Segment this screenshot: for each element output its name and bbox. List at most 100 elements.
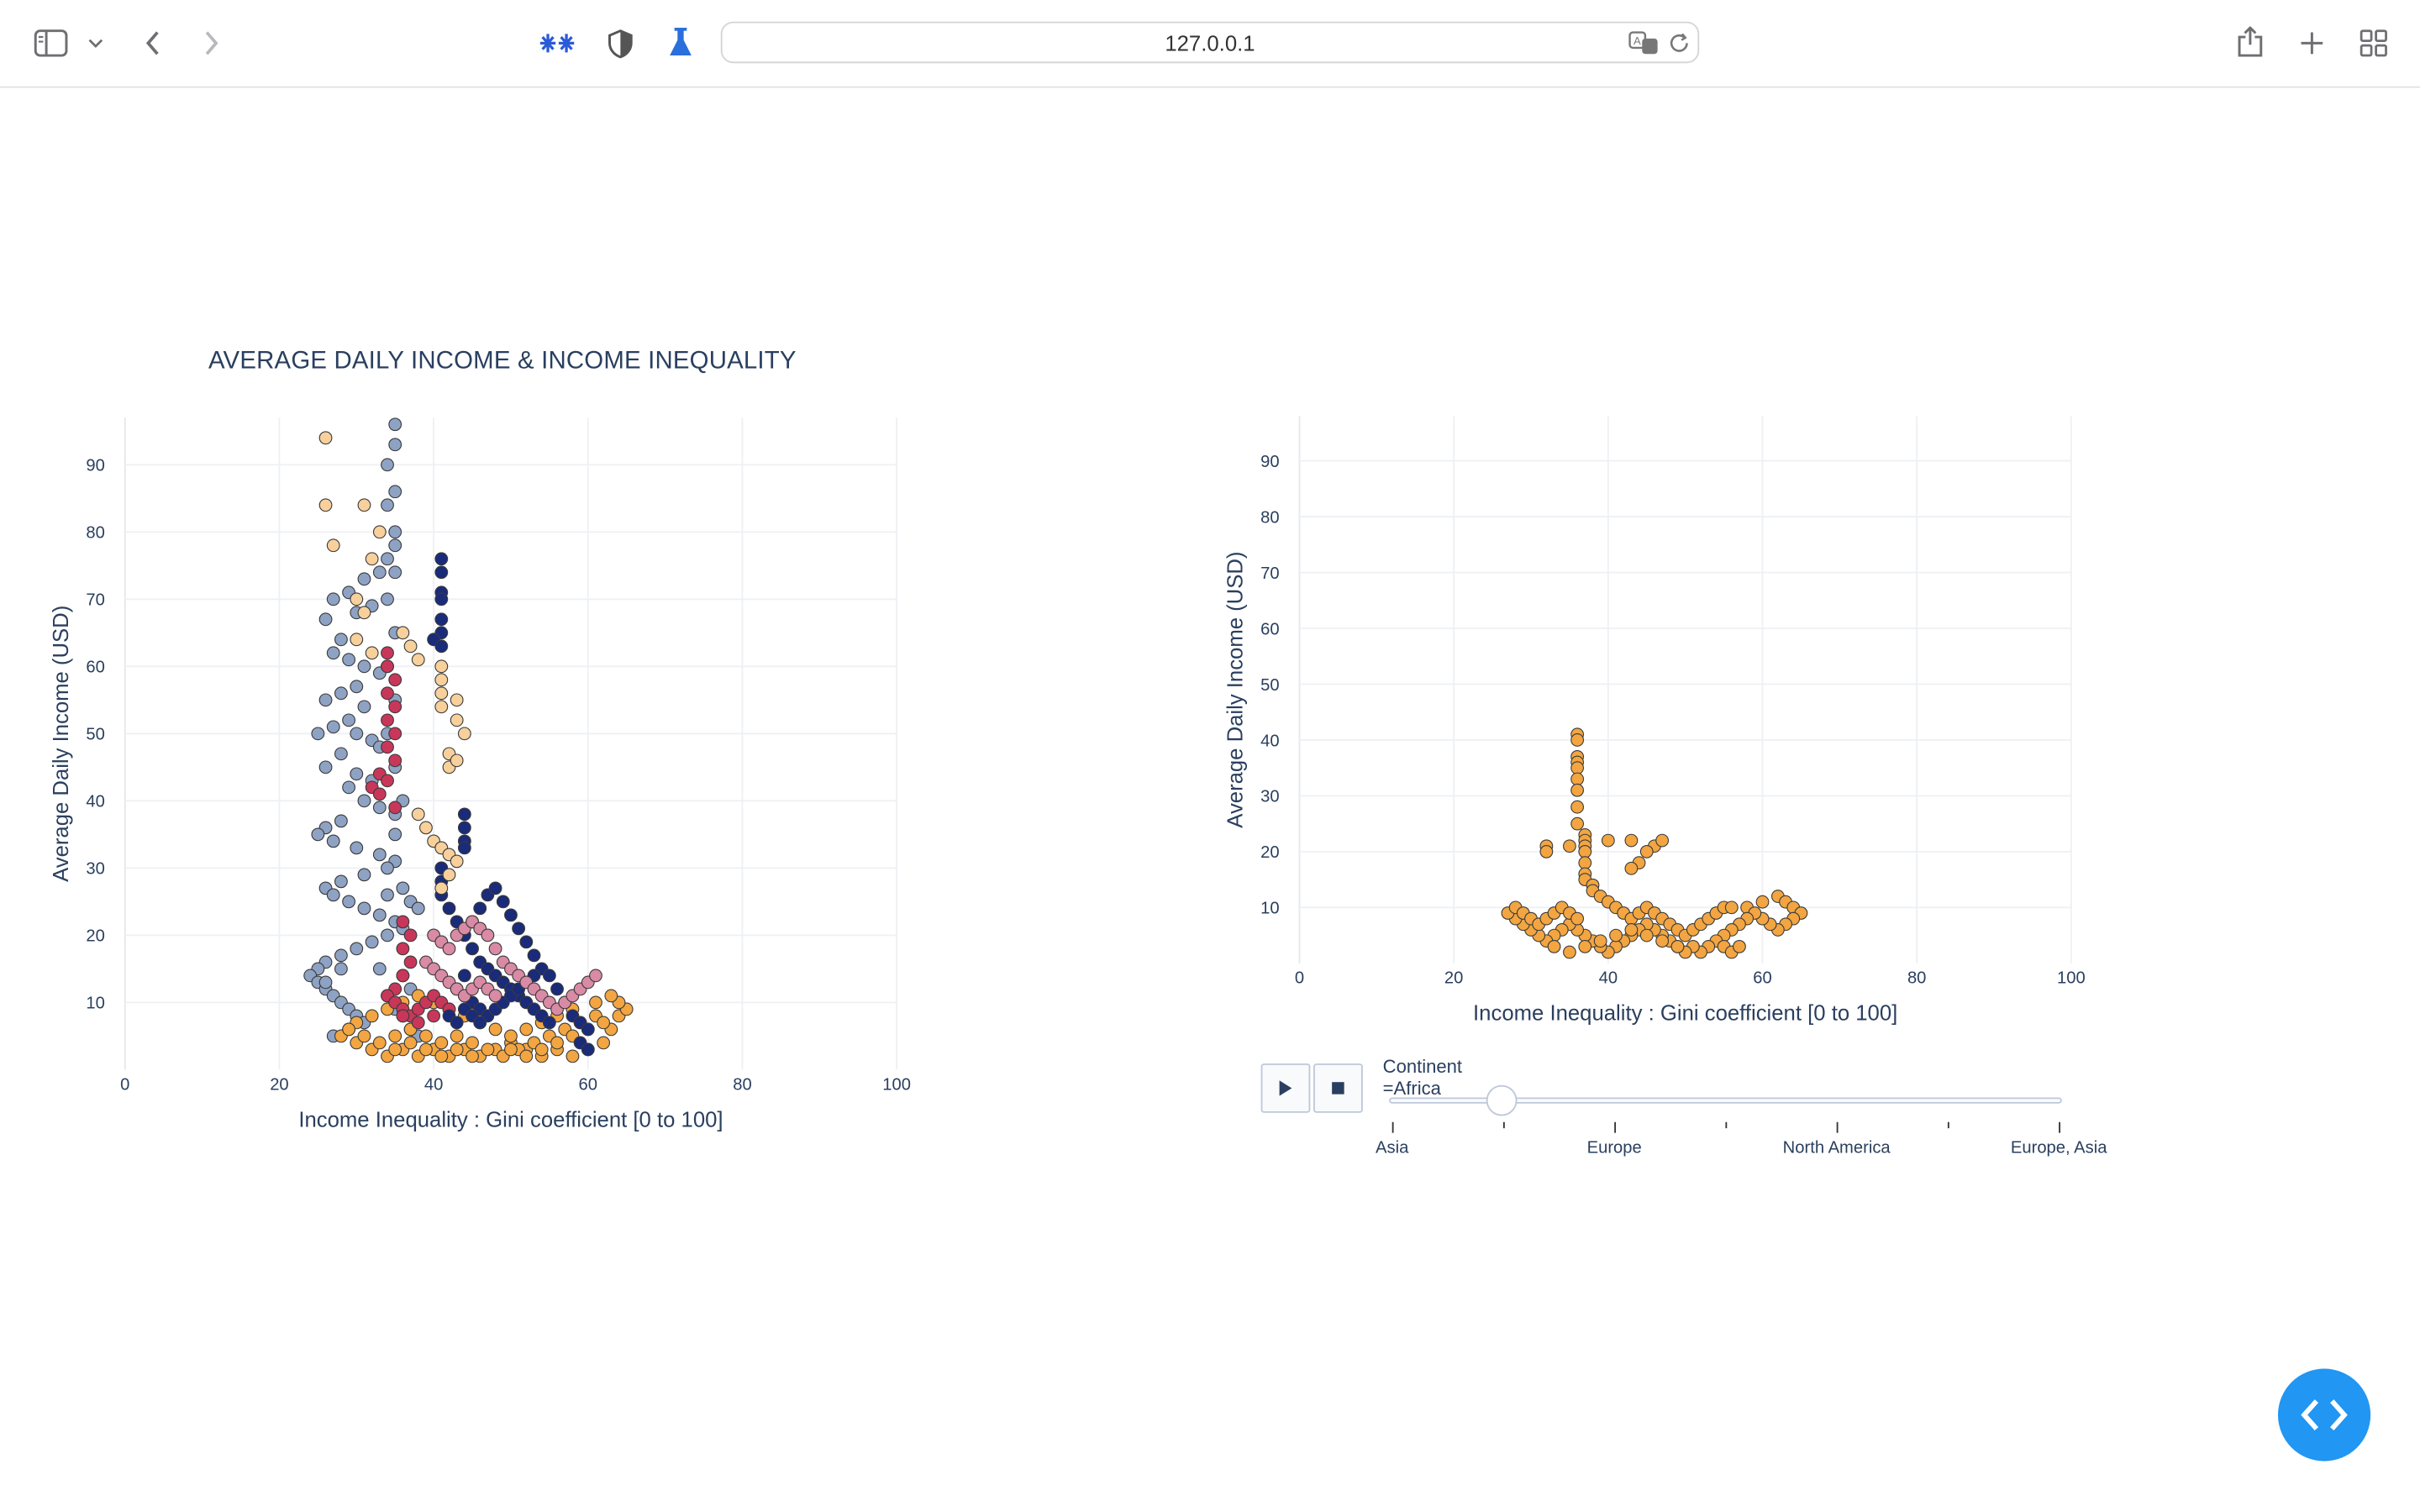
data-point[interactable]	[1578, 939, 1592, 953]
data-point[interactable]	[504, 908, 518, 922]
data-point[interactable]	[342, 780, 355, 795]
data-point[interactable]	[365, 552, 379, 566]
play-button[interactable]	[1260, 1063, 1311, 1113]
data-point[interactable]	[519, 1049, 534, 1063]
data-point[interactable]	[318, 431, 333, 445]
data-point[interactable]	[496, 895, 510, 909]
data-point[interactable]	[1655, 833, 1670, 848]
data-point[interactable]	[581, 1042, 595, 1057]
data-point[interactable]	[481, 1042, 495, 1057]
data-point[interactable]	[357, 659, 371, 674]
data-point[interactable]	[318, 498, 333, 512]
data-point[interactable]	[1563, 945, 1576, 959]
data-point[interactable]	[1755, 895, 1770, 909]
data-point[interactable]	[350, 592, 364, 606]
data-point[interactable]	[411, 1016, 425, 1030]
data-point[interactable]	[488, 1022, 502, 1037]
data-point[interactable]	[457, 727, 471, 741]
data-point[interactable]	[334, 814, 348, 828]
data-point[interactable]	[1570, 800, 1585, 814]
data-point[interactable]	[457, 821, 471, 835]
data-point[interactable]	[388, 827, 402, 842]
data-point[interactable]	[357, 606, 371, 620]
data-point[interactable]	[434, 612, 449, 627]
data-point[interactable]	[566, 1049, 580, 1063]
data-point[interactable]	[381, 861, 394, 875]
data-point[interactable]	[350, 680, 364, 694]
data-point[interactable]	[434, 592, 449, 606]
data-point[interactable]	[512, 921, 526, 936]
data-point[interactable]	[450, 854, 464, 869]
data-point[interactable]	[381, 659, 394, 674]
data-point[interactable]	[357, 572, 371, 586]
data-point[interactable]	[372, 962, 387, 976]
flask-icon[interactable]	[664, 24, 697, 61]
data-point[interactable]	[372, 848, 387, 862]
data-point[interactable]	[350, 633, 364, 647]
data-point[interactable]	[396, 626, 410, 640]
data-point[interactable]	[1570, 733, 1585, 747]
data-point[interactable]	[442, 868, 456, 882]
data-point[interactable]	[381, 928, 394, 942]
data-point[interactable]	[1570, 761, 1585, 775]
data-point[interactable]	[597, 1016, 611, 1030]
forward-icon[interactable]	[194, 24, 228, 61]
data-point[interactable]	[1578, 856, 1592, 870]
data-point[interactable]	[342, 713, 355, 727]
data-point[interactable]	[1570, 772, 1585, 786]
data-point[interactable]	[342, 653, 355, 667]
data-point[interactable]	[318, 612, 333, 627]
data-point[interactable]	[396, 942, 410, 956]
data-point[interactable]	[357, 1029, 371, 1043]
data-point[interactable]	[457, 841, 471, 855]
data-point[interactable]	[1609, 928, 1623, 942]
data-point[interactable]	[1655, 934, 1670, 948]
data-point[interactable]	[396, 881, 410, 895]
slider-rail[interactable]	[1389, 1097, 2062, 1104]
slider-handle[interactable]	[1486, 1084, 1518, 1116]
data-point[interactable]	[434, 639, 449, 654]
data-point[interactable]	[334, 686, 348, 701]
data-point[interactable]	[342, 895, 355, 909]
data-point[interactable]	[350, 841, 364, 855]
data-point[interactable]	[334, 633, 348, 647]
data-point[interactable]	[403, 639, 418, 654]
data-point[interactable]	[604, 989, 618, 1003]
data-point[interactable]	[381, 458, 394, 472]
data-point[interactable]	[388, 1042, 402, 1057]
data-point[interactable]	[381, 713, 394, 727]
data-point[interactable]	[550, 982, 564, 996]
data-point[interactable]	[466, 1049, 479, 1063]
data-point[interactable]	[357, 901, 371, 916]
data-point[interactable]	[1639, 928, 1654, 942]
data-point[interactable]	[388, 727, 402, 741]
data-point[interactable]	[357, 498, 371, 512]
data-point[interactable]	[1539, 844, 1554, 858]
data-point[interactable]	[427, 1009, 441, 1023]
data-point[interactable]	[350, 942, 364, 956]
share-icon[interactable]	[2233, 22, 2267, 62]
data-point[interactable]	[434, 659, 449, 674]
data-point[interactable]	[450, 1029, 464, 1043]
data-point[interactable]	[326, 888, 340, 902]
data-point[interactable]	[334, 948, 348, 963]
data-point[interactable]	[527, 948, 541, 963]
data-point[interactable]	[581, 1022, 595, 1037]
data-point[interactable]	[396, 915, 410, 929]
data-point[interactable]	[388, 485, 402, 499]
data-point[interactable]	[411, 901, 425, 916]
slider-step-label[interactable]: Europe	[1586, 1138, 1642, 1158]
slider-step-label[interactable]: Europe, Asia	[2010, 1138, 2107, 1158]
data-point[interactable]	[381, 592, 394, 606]
data-point[interactable]	[388, 565, 402, 580]
data-point[interactable]	[450, 753, 464, 768]
data-point[interactable]	[1570, 911, 1585, 926]
data-point[interactable]	[1733, 939, 1746, 953]
data-point[interactable]	[597, 1036, 611, 1050]
data-point[interactable]	[1624, 833, 1639, 848]
data-point[interactable]	[372, 801, 387, 815]
data-point[interactable]	[442, 901, 456, 916]
data-point[interactable]	[419, 821, 433, 835]
data-point[interactable]	[1639, 844, 1654, 858]
extension-dots-icon[interactable]	[537, 24, 577, 61]
